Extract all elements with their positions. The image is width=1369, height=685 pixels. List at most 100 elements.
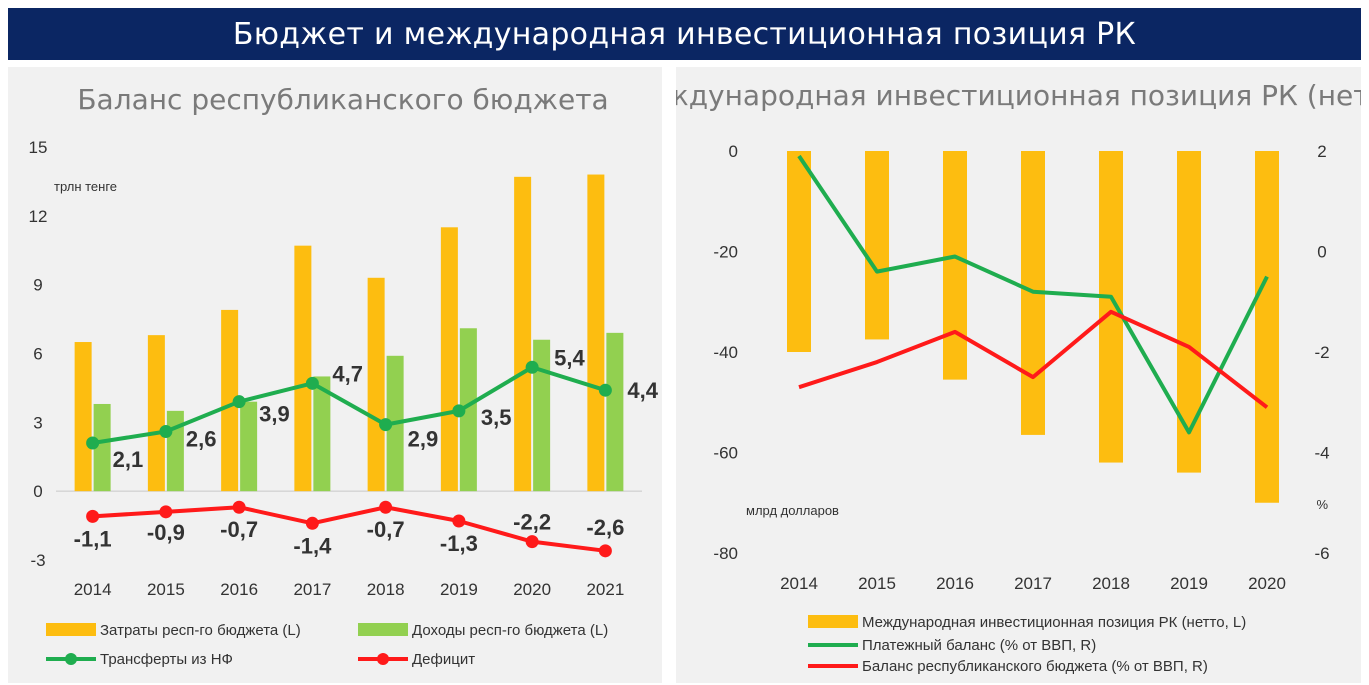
y2-tick-label: 0 (1317, 243, 1326, 262)
deficit-data-label: -2,2 (513, 510, 551, 535)
deficit-point (159, 505, 173, 519)
expenses-bar (74, 342, 92, 492)
y-tick-label: -80 (713, 544, 738, 563)
y2-tick-label: 2 (1317, 142, 1326, 161)
deficit-data-label: -2,6 (586, 515, 624, 540)
x-tick-label: 2018 (367, 580, 405, 599)
investment-position-chart: Международная инвестиционная позиция РК … (676, 79, 1361, 675)
x-tick-label: 2018 (1092, 574, 1130, 593)
x-tick-label: 2019 (1170, 574, 1208, 593)
investment-position-bar (1099, 151, 1123, 463)
legend-label-payment-balance: Платежный баланс (% от ВВП, R) (862, 637, 1096, 654)
deficit-data-label: -1,3 (440, 531, 478, 556)
investment-position-bar (943, 151, 967, 380)
transfers-point (525, 360, 539, 374)
transfers-data-label: 2,9 (408, 427, 439, 452)
y2-tick-label: -4 (1314, 444, 1329, 463)
deficit-point (525, 535, 539, 549)
legend-swatch-investment-position (808, 615, 858, 628)
x-tick-label: 2015 (147, 580, 185, 599)
x-tick-label: 2016 (220, 580, 258, 599)
deficit-point (86, 509, 100, 523)
x-tick-label: 2020 (1248, 574, 1286, 593)
deficit-data-label: -1,1 (74, 526, 112, 551)
budget-balance-line (798, 309, 1269, 409)
transfers-data-label: 3,9 (259, 402, 290, 427)
transfers-data-label: 2,1 (113, 447, 144, 472)
deficit-data-label: -1,4 (293, 533, 332, 558)
transfers-line (92, 365, 606, 445)
page-title-banner: Бюджет и международная инвестиционная по… (8, 8, 1361, 60)
transfers-point (598, 383, 612, 397)
deficit-point (452, 514, 466, 528)
x-tick-label: 2016 (936, 574, 974, 593)
x-tick-label: 2019 (440, 580, 478, 599)
payment-balance-line (797, 154, 1269, 435)
legend-label-revenues: Доходы респ-го бюджета (L) (412, 622, 608, 639)
legend-label-investment-position: Международная инвестиционная позиция РК … (862, 614, 1246, 631)
y-axis-label: трлн тенге (54, 179, 117, 194)
y-tick-label: -40 (713, 343, 738, 362)
y-tick-label: 0 (729, 142, 738, 161)
deficit-data-label: -0,7 (367, 517, 405, 542)
y-tick-label: 9 (33, 276, 42, 295)
transfers-data-label: 3,5 (481, 405, 512, 430)
expenses-bar (587, 174, 605, 492)
y-tick-label: 6 (33, 345, 42, 364)
revenues-bar (459, 328, 477, 492)
deficit-point (598, 544, 612, 558)
x-tick-label: 2021 (586, 580, 624, 599)
expenses-bar (294, 245, 312, 492)
expenses-bar (147, 335, 165, 492)
x-tick-label: 2017 (1014, 574, 1052, 593)
transfers-data-label: 4,7 (332, 361, 363, 386)
transfers-data-label: 2,6 (186, 427, 217, 452)
y-tick-label: 12 (29, 207, 48, 226)
transfers-point (305, 376, 319, 390)
y-tick-label: 0 (33, 482, 42, 501)
expenses-bar (514, 176, 532, 492)
y-tick-label: 3 (33, 413, 42, 432)
deficit-point (379, 500, 393, 514)
transfers-point (232, 395, 246, 409)
y-tick-label: 15 (29, 138, 48, 157)
legend-marker-transfers (65, 653, 77, 665)
revenues-bar (313, 376, 331, 492)
chart-title: Баланс республиканского бюджета (77, 83, 608, 116)
y-axis-label: млрд долларов (746, 503, 839, 518)
x-tick-label: 2017 (293, 580, 331, 599)
revenues-bar (533, 339, 551, 492)
investment-position-panel: Международная инвестиционная позиция РК … (676, 67, 1361, 683)
expenses-bar (440, 227, 458, 492)
transfers-data-label: 5,4 (554, 345, 585, 370)
y2-tick-label: -2 (1314, 343, 1329, 362)
y2-axis-label: % (1316, 497, 1328, 512)
legend-swatch-revenues (358, 623, 408, 636)
deficit-line (92, 505, 606, 553)
legend-label-deficit: Дефицит (412, 651, 475, 668)
x-tick-label: 2020 (513, 580, 551, 599)
y-tick-label: -3 (30, 551, 45, 570)
chart-title: Международная инвестиционная позиция РК … (676, 79, 1361, 112)
legend-swatch-expenses (46, 623, 96, 636)
investment-position-bar (787, 151, 811, 352)
budget-balance-chart: Баланс республиканского бюджета трлн тен… (29, 83, 659, 668)
expenses-bar (221, 309, 239, 492)
transfers-point (86, 436, 100, 450)
revenues-bar (606, 332, 624, 492)
investment-position-bar (1255, 151, 1279, 503)
investment-position-bar (865, 151, 889, 340)
deficit-data-label: -0,9 (147, 520, 185, 545)
legend-label-expenses: Затраты респ-го бюджета (L) (100, 622, 301, 639)
legend-label-transfers: Трансферты из НФ (100, 651, 233, 668)
budget-balance-panel: Баланс республиканского бюджета трлн тен… (8, 67, 662, 683)
expenses-bar (367, 277, 385, 492)
transfers-data-label: 4,4 (627, 378, 658, 403)
page-title: Бюджет и международная инвестиционная по… (232, 16, 1137, 52)
deficit-point (232, 500, 246, 514)
y-tick-label: -60 (713, 444, 738, 463)
legend-marker-deficit (377, 653, 389, 665)
deficit-point (305, 516, 319, 530)
deficit-data-label: -0,7 (220, 517, 258, 542)
investment-position-bar (1177, 151, 1201, 473)
